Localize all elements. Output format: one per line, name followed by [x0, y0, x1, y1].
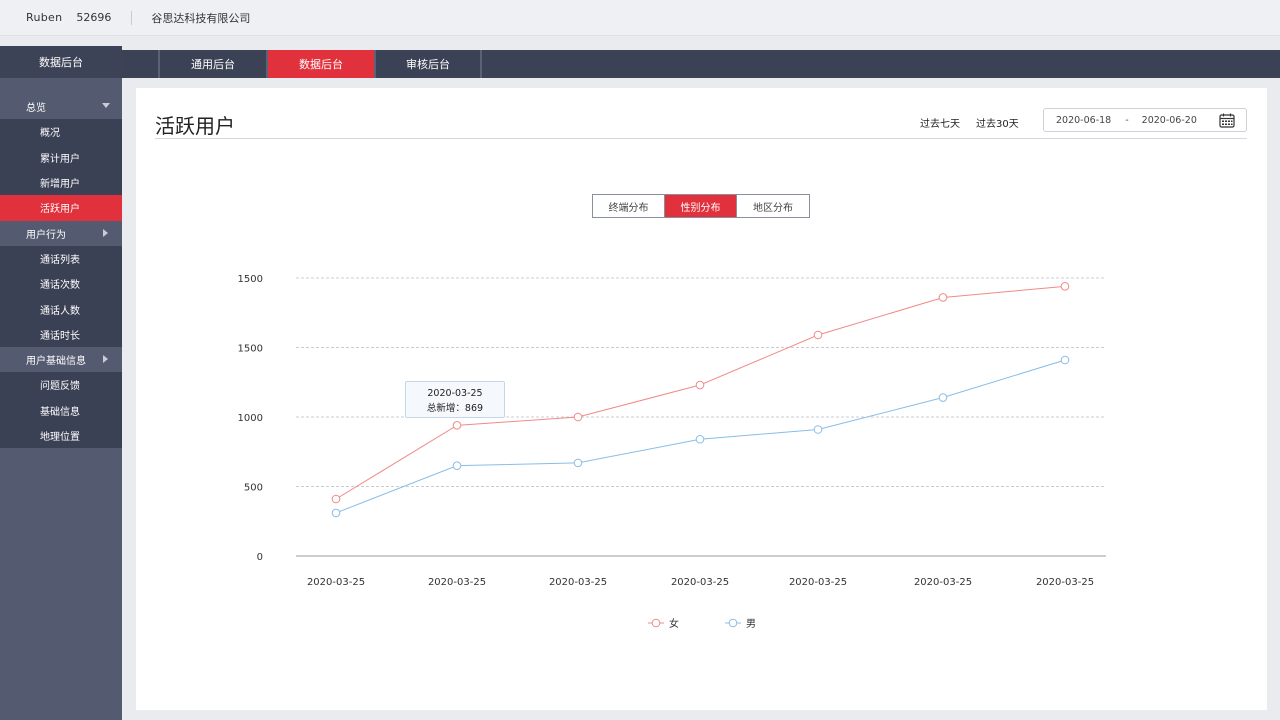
user-id: 52696: [76, 11, 112, 24]
x-tick-label: 2020-03-25: [671, 577, 729, 588]
x-tick-label: 2020-03-25: [914, 577, 972, 588]
data-point: [938, 393, 948, 402]
y-tick-label: 1000: [238, 413, 263, 424]
data-point: [1060, 355, 1070, 365]
calendar-icon[interactable]: [1219, 113, 1235, 128]
data-point: [452, 461, 462, 470]
y-tick-label: 1500: [238, 274, 263, 285]
sidebar-group-overview[interactable]: 总览: [0, 94, 122, 119]
sidebar-item-total-users[interactable]: 累计用户: [0, 144, 122, 170]
company-name: 谷思达科技有限公司: [151, 11, 251, 25]
data-point: [573, 412, 583, 422]
distribution-switch: 终端分布 性别分布 地区分布: [592, 194, 810, 218]
sidebar-group-label: 用户行为: [26, 229, 66, 241]
tooltip-date: 2020-03-25: [427, 388, 483, 399]
y-tick-label: 500: [244, 483, 263, 494]
main-card: 0 500 1000 1500 1500 2020-03-25 2020-03-25 2020…: [136, 88, 1267, 710]
top-tabs: 通用后台 数据后台 审核后台: [122, 50, 1280, 78]
sidebar-brand: 数据后台: [0, 46, 122, 78]
tab-review-backend[interactable]: 审核后台: [374, 50, 482, 78]
sidebar-group-label: 用户基础信息: [26, 356, 86, 368]
seg-gender-distribution[interactable]: 性别分布: [665, 195, 737, 217]
date-range-picker[interactable]: 2020-06-18 - 2020-06-20: [1043, 108, 1247, 132]
x-tick-label: 2020-03-25: [789, 577, 847, 588]
legend-label: 男: [746, 618, 756, 630]
legend-label: 女: [669, 617, 679, 630]
x-tick-label: 2020-03-25: [307, 577, 365, 588]
date-separator: -: [1125, 114, 1129, 126]
data-point: [695, 380, 705, 390]
sidebar-group-user-behavior[interactable]: 用户行为: [0, 220, 122, 246]
date-to: 2020-06-20: [1141, 114, 1197, 126]
title-divider: [155, 138, 1247, 139]
chevron-right-icon: [103, 355, 108, 364]
data-point: [938, 293, 948, 302]
sidebar-item-new-users[interactable]: 新增用户: [0, 169, 122, 196]
chart-tooltip: 2020-03-25 总新增：869: [405, 381, 505, 418]
tab-general-backend[interactable]: 通用后台: [158, 50, 266, 78]
data-point: [813, 425, 823, 434]
data-point: [331, 494, 341, 504]
top-bar: Ruben 52696 谷思达科技有限公司: [0, 0, 1280, 36]
sidebar-item-overview[interactable]: 概况: [0, 119, 122, 145]
user-name: Ruben: [26, 11, 63, 24]
data-point: [452, 421, 462, 430]
x-tick-label: 2020-03-25: [428, 577, 486, 588]
y-tick-label: 0: [257, 552, 263, 563]
legend-marker: [651, 618, 661, 628]
tab-data-backend[interactable]: 数据后台: [266, 50, 374, 78]
sidebar-item-active-users[interactable]: 活跃用户: [0, 195, 122, 221]
sidebar-item-basic-info[interactable]: 基础信息: [0, 397, 122, 423]
x-tick-label: 2020-03-25: [549, 577, 607, 588]
seg-region-distribution[interactable]: 地区分布: [737, 195, 809, 217]
x-tick-label: 2020-03-25: [1036, 577, 1094, 588]
sidebar-item-call-duration[interactable]: 通话时长: [0, 321, 122, 348]
tooltip-text: 总新增：869: [426, 403, 484, 414]
data-point: [573, 458, 583, 468]
sidebar-item-call-users[interactable]: 通话人数: [0, 296, 122, 322]
sidebar-item-feedback[interactable]: 问题反馈: [0, 372, 122, 398]
seg-terminal-distribution[interactable]: 终端分布: [593, 195, 665, 217]
sidebar-group-user-basic-info[interactable]: 用户基础信息: [0, 347, 122, 373]
y-tick-label: 1500: [238, 344, 263, 355]
chevron-right-icon: [103, 228, 108, 237]
data-point: [695, 434, 705, 444]
data-point: [331, 508, 341, 518]
date-from: 2020-06-18: [1056, 114, 1112, 126]
range-last-7-days[interactable]: 过去七天: [920, 119, 960, 130]
chevron-down-icon: [102, 103, 110, 108]
sidebar: 数据后台 总览 概况 累计用户 新增用户 活跃用户 用户行为 通话列表 通话次数…: [0, 46, 122, 720]
divider: [131, 10, 133, 25]
range-last-30-days[interactable]: 过去30天: [976, 119, 1019, 130]
page-title: 活跃用户: [155, 114, 235, 138]
data-point: [813, 330, 823, 340]
data-point: [1060, 282, 1070, 291]
legend-marker: [728, 618, 738, 628]
sidebar-item-call-count[interactable]: 通话次数: [0, 270, 122, 297]
sidebar-group-label: 总览: [26, 103, 46, 114]
sidebar-item-location[interactable]: 地理位置: [0, 422, 122, 449]
sidebar-item-call-list[interactable]: 通话列表: [0, 245, 122, 271]
